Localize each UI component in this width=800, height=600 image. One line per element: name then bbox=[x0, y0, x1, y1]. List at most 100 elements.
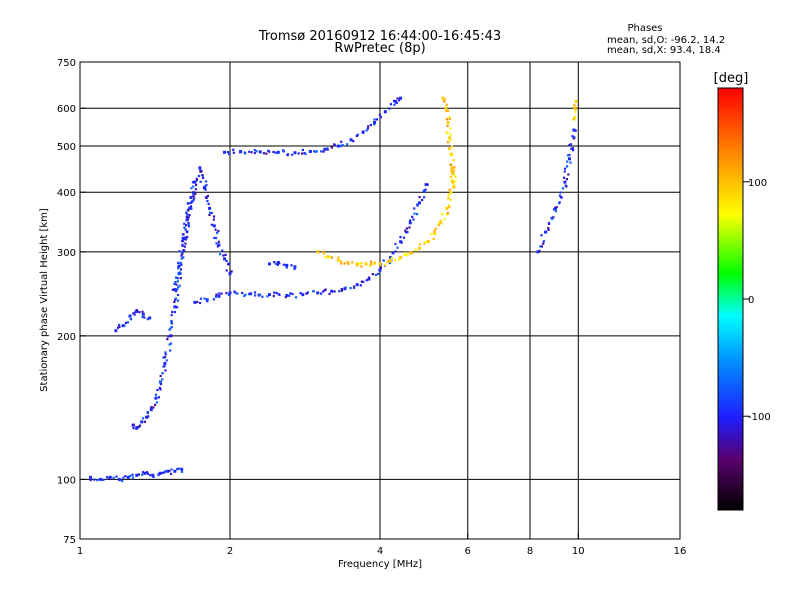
data-point bbox=[446, 121, 450, 125]
data-point bbox=[559, 191, 562, 194]
data-point bbox=[406, 230, 409, 234]
data-point bbox=[370, 263, 373, 266]
data-point bbox=[267, 149, 270, 152]
data-point bbox=[542, 240, 545, 243]
data-point bbox=[273, 261, 276, 264]
data-point bbox=[355, 134, 358, 138]
data-point bbox=[215, 242, 218, 245]
data-point bbox=[198, 166, 202, 170]
data-point bbox=[362, 280, 365, 283]
data-point bbox=[170, 468, 173, 471]
data-point bbox=[432, 237, 435, 240]
data-point bbox=[249, 292, 253, 296]
data-point bbox=[282, 150, 285, 153]
data-point bbox=[171, 288, 175, 291]
data-point bbox=[285, 263, 289, 267]
data-point bbox=[572, 128, 576, 132]
data-point bbox=[173, 288, 177, 292]
data-point bbox=[186, 213, 189, 216]
data-point bbox=[398, 258, 401, 261]
data-point bbox=[153, 403, 157, 406]
data-point bbox=[220, 292, 223, 295]
data-point bbox=[259, 293, 262, 296]
data-point bbox=[365, 279, 368, 282]
legend-title: Phases bbox=[627, 23, 662, 34]
data-point bbox=[181, 250, 184, 253]
data-point bbox=[232, 151, 235, 154]
data-point bbox=[236, 292, 239, 295]
data-point bbox=[216, 231, 219, 234]
data-point bbox=[355, 283, 359, 287]
grid bbox=[80, 62, 680, 539]
data-point bbox=[443, 218, 446, 221]
data-point bbox=[191, 192, 195, 195]
data-point bbox=[351, 261, 354, 264]
data-point bbox=[437, 223, 440, 227]
data-point bbox=[178, 271, 181, 274]
data-point bbox=[563, 170, 566, 173]
data-point bbox=[315, 150, 318, 153]
data-point bbox=[352, 140, 355, 143]
data-point bbox=[373, 121, 377, 125]
data-point bbox=[138, 311, 141, 314]
x-axis-label: Frequency [MHz] bbox=[338, 559, 422, 570]
data-point bbox=[452, 185, 456, 189]
data-point bbox=[273, 291, 276, 294]
data-point bbox=[377, 272, 380, 275]
data-point bbox=[451, 181, 454, 184]
data-point bbox=[394, 250, 397, 253]
chart-title: Tromsø 20160912 16:44:00-16:45:43 bbox=[258, 29, 501, 44]
data-point bbox=[159, 382, 163, 386]
data-point bbox=[174, 298, 177, 301]
data-point bbox=[415, 213, 419, 216]
colorbar-tick-label: -100 bbox=[748, 412, 771, 423]
data-point bbox=[312, 290, 315, 293]
data-point bbox=[129, 318, 133, 321]
data-point bbox=[403, 253, 406, 257]
data-point bbox=[200, 170, 203, 173]
x-tick-label: 10 bbox=[572, 546, 585, 557]
data-point bbox=[253, 291, 257, 294]
data-point bbox=[445, 103, 448, 106]
data-point bbox=[186, 235, 189, 239]
data-point bbox=[284, 295, 288, 299]
data-point bbox=[301, 148, 304, 152]
data-point bbox=[170, 326, 173, 329]
data-point bbox=[190, 200, 194, 203]
data-point bbox=[194, 188, 197, 191]
data-point bbox=[324, 256, 327, 259]
data-point bbox=[176, 299, 180, 302]
data-point bbox=[316, 291, 320, 295]
colorbar bbox=[717, 87, 744, 511]
data-point bbox=[389, 255, 393, 259]
data-point bbox=[182, 249, 185, 252]
data-point bbox=[448, 136, 452, 140]
data-point bbox=[123, 324, 126, 327]
data-point bbox=[322, 252, 326, 255]
data-point bbox=[164, 470, 167, 473]
data-point bbox=[379, 266, 383, 269]
data-point bbox=[550, 216, 553, 220]
data-point bbox=[222, 254, 225, 257]
data-point bbox=[217, 243, 221, 247]
data-point bbox=[191, 181, 195, 184]
data-point bbox=[227, 293, 231, 297]
x-tick-label: 2 bbox=[227, 546, 233, 557]
data-point bbox=[291, 292, 294, 296]
data-point bbox=[214, 295, 218, 298]
data-point bbox=[552, 216, 555, 219]
data-point bbox=[137, 473, 141, 476]
data-point bbox=[227, 263, 230, 266]
colorbar-tick-label: 0 bbox=[748, 295, 754, 306]
data-point bbox=[445, 206, 449, 210]
data-point bbox=[445, 131, 448, 134]
data-point bbox=[174, 290, 178, 293]
data-point bbox=[135, 309, 139, 313]
data-point bbox=[565, 178, 569, 181]
data-point bbox=[555, 206, 558, 209]
data-point bbox=[226, 151, 230, 154]
data-point bbox=[177, 467, 180, 470]
data-points bbox=[89, 96, 578, 483]
data-point bbox=[131, 424, 134, 427]
data-point bbox=[261, 295, 264, 298]
